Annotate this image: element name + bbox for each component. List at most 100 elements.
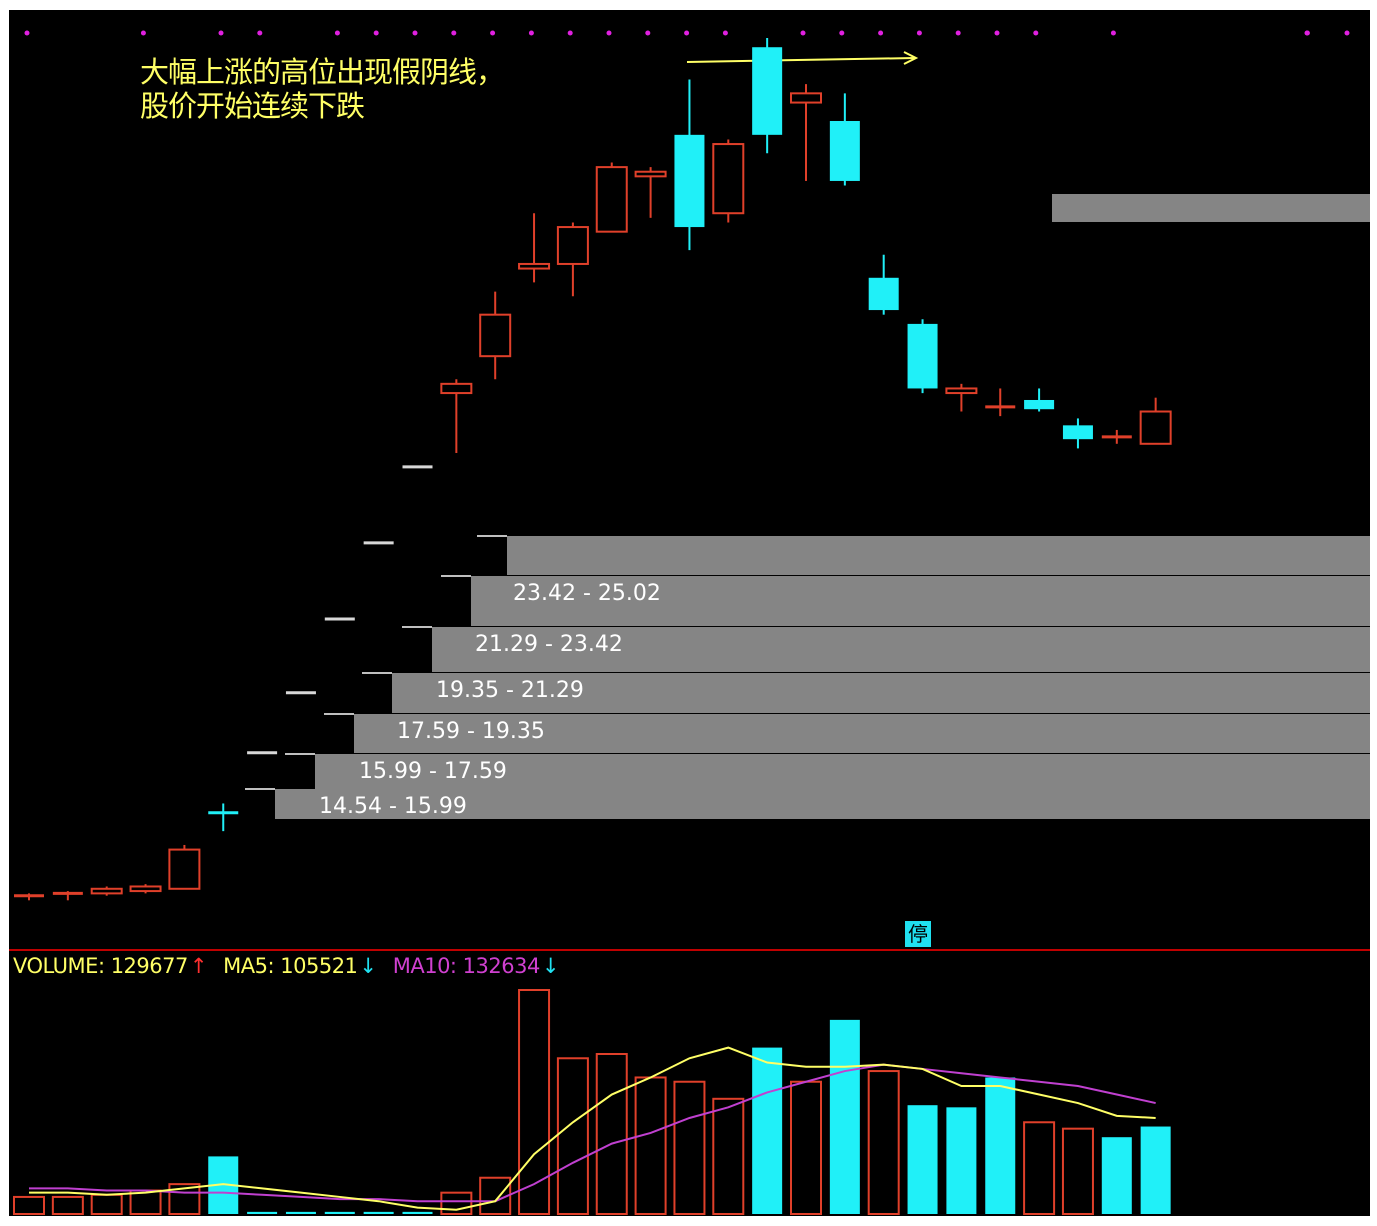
marker-dot xyxy=(606,30,612,36)
marker-dot xyxy=(645,30,651,36)
ma5-line xyxy=(29,1046,1156,1211)
upper-price-band xyxy=(1052,194,1370,222)
ma10-value: MA10: 132634 xyxy=(392,954,541,978)
candle-body xyxy=(518,262,551,270)
marker-dot xyxy=(994,30,1000,36)
candle-body xyxy=(674,134,705,228)
marker-dot xyxy=(567,30,573,36)
marker-dot xyxy=(684,30,690,36)
marker-dot xyxy=(451,30,457,36)
volume-bar xyxy=(752,1047,783,1214)
price-band xyxy=(507,536,1370,575)
chart-frame: 大幅上涨的高位出现假阴线， 股价开始连续下跌 停 VOLUME: 129677↑… xyxy=(9,10,1370,1216)
marker-dot xyxy=(800,30,806,36)
price-range-label: 15.99 - 17.59 xyxy=(359,759,507,784)
volume-bar xyxy=(90,1193,123,1216)
volume-bar xyxy=(247,1211,278,1214)
candle-body xyxy=(1139,410,1172,445)
marker-dot xyxy=(257,30,263,36)
volume-bar xyxy=(13,1195,45,1216)
marker-dot xyxy=(955,30,961,36)
candle-body xyxy=(440,382,473,395)
marker-dot xyxy=(839,30,845,36)
marker-dot xyxy=(878,30,884,36)
price-band xyxy=(315,754,1370,790)
limit-stop-badge: 停 xyxy=(905,921,931,947)
ma10-arrow-down-icon: ↓ xyxy=(541,954,560,978)
candle-body xyxy=(752,47,783,135)
volume-bar xyxy=(285,1211,316,1214)
price-band xyxy=(471,576,1370,626)
volume-bar xyxy=(595,1053,628,1215)
price-band xyxy=(432,627,1370,672)
marker-dot xyxy=(140,30,146,36)
candle-body xyxy=(1024,399,1055,410)
volume-legend: VOLUME: 129677↑ MA5: 105521↓ MA10: 13263… xyxy=(13,954,561,978)
volume-bar xyxy=(712,1097,745,1216)
volume-bar xyxy=(907,1105,938,1214)
volume-bar xyxy=(363,1211,394,1214)
volume-bar xyxy=(1023,1121,1056,1216)
volume-bar xyxy=(946,1107,977,1214)
candle-body xyxy=(479,313,512,358)
candle-body xyxy=(945,387,978,395)
price-band xyxy=(354,714,1370,753)
annotation-line-2: 股价开始连续下跌 xyxy=(140,89,365,123)
candle-body xyxy=(595,166,628,233)
price-range-label: 17.59 - 19.35 xyxy=(397,719,545,744)
candle-body xyxy=(790,92,822,104)
annotation-arrow-head-icon xyxy=(903,51,919,65)
candle-body xyxy=(168,848,201,890)
candle-body xyxy=(829,121,860,181)
marker-dot xyxy=(916,30,922,36)
candle-body xyxy=(712,143,745,215)
volume-bar xyxy=(1101,1137,1132,1214)
price-band xyxy=(392,673,1370,713)
marker-dot xyxy=(334,30,340,36)
marker-dot xyxy=(722,30,728,36)
volume-bar xyxy=(1061,1127,1094,1215)
candle-body xyxy=(90,887,123,895)
volume-bar xyxy=(324,1211,355,1214)
marker-dot xyxy=(412,30,418,36)
annotation-arrow-line xyxy=(686,57,915,63)
marker-dot xyxy=(373,30,379,36)
price-band xyxy=(275,789,1370,819)
price-range-label: 23.42 - 25.02 xyxy=(513,581,661,606)
candle-body xyxy=(1062,425,1093,440)
volume-value: VOLUME: 129677 xyxy=(13,954,188,978)
volume-arrow-up-icon: ↑ xyxy=(189,954,208,978)
marker-dot xyxy=(1304,30,1310,36)
volume-bar xyxy=(402,1211,433,1214)
volume-bar xyxy=(518,989,551,1215)
candle-body xyxy=(868,277,899,311)
volume-bar xyxy=(790,1080,822,1215)
price-range-label: 21.29 - 23.42 xyxy=(475,632,623,657)
volume-bar xyxy=(1140,1126,1171,1214)
ma5-arrow-down-icon: ↓ xyxy=(359,954,377,978)
marker-dot xyxy=(24,30,30,36)
candlestick-chart xyxy=(9,30,1370,1216)
annotation-text: 大幅上涨的高位出现假阴线， 股价开始连续下跌 xyxy=(140,55,505,123)
volume-bar xyxy=(673,1080,706,1215)
candle-body xyxy=(634,170,667,178)
volume-bar xyxy=(829,1019,860,1214)
marker-dot xyxy=(490,30,496,36)
candle-body xyxy=(907,323,938,389)
volume-bar xyxy=(985,1077,1016,1214)
ma5-value: MA5: 105521 xyxy=(223,954,358,978)
marker-dot xyxy=(1344,30,1350,36)
marker-dot xyxy=(1033,30,1039,36)
volume-bar xyxy=(634,1076,667,1216)
marker-dot xyxy=(528,30,534,36)
volume-bar xyxy=(867,1070,900,1215)
candle-body xyxy=(129,885,162,893)
volume-bar xyxy=(440,1191,473,1215)
candle-body xyxy=(556,226,589,265)
marker-dot xyxy=(1110,30,1116,36)
price-range-label: 14.54 - 15.99 xyxy=(319,794,467,819)
volume-bar xyxy=(556,1057,589,1216)
annotation-line-1: 大幅上涨的高位出现假阴线， xyxy=(140,55,505,89)
ma10-line xyxy=(29,1063,1156,1203)
price-range-label: 19.35 - 21.29 xyxy=(436,678,584,703)
